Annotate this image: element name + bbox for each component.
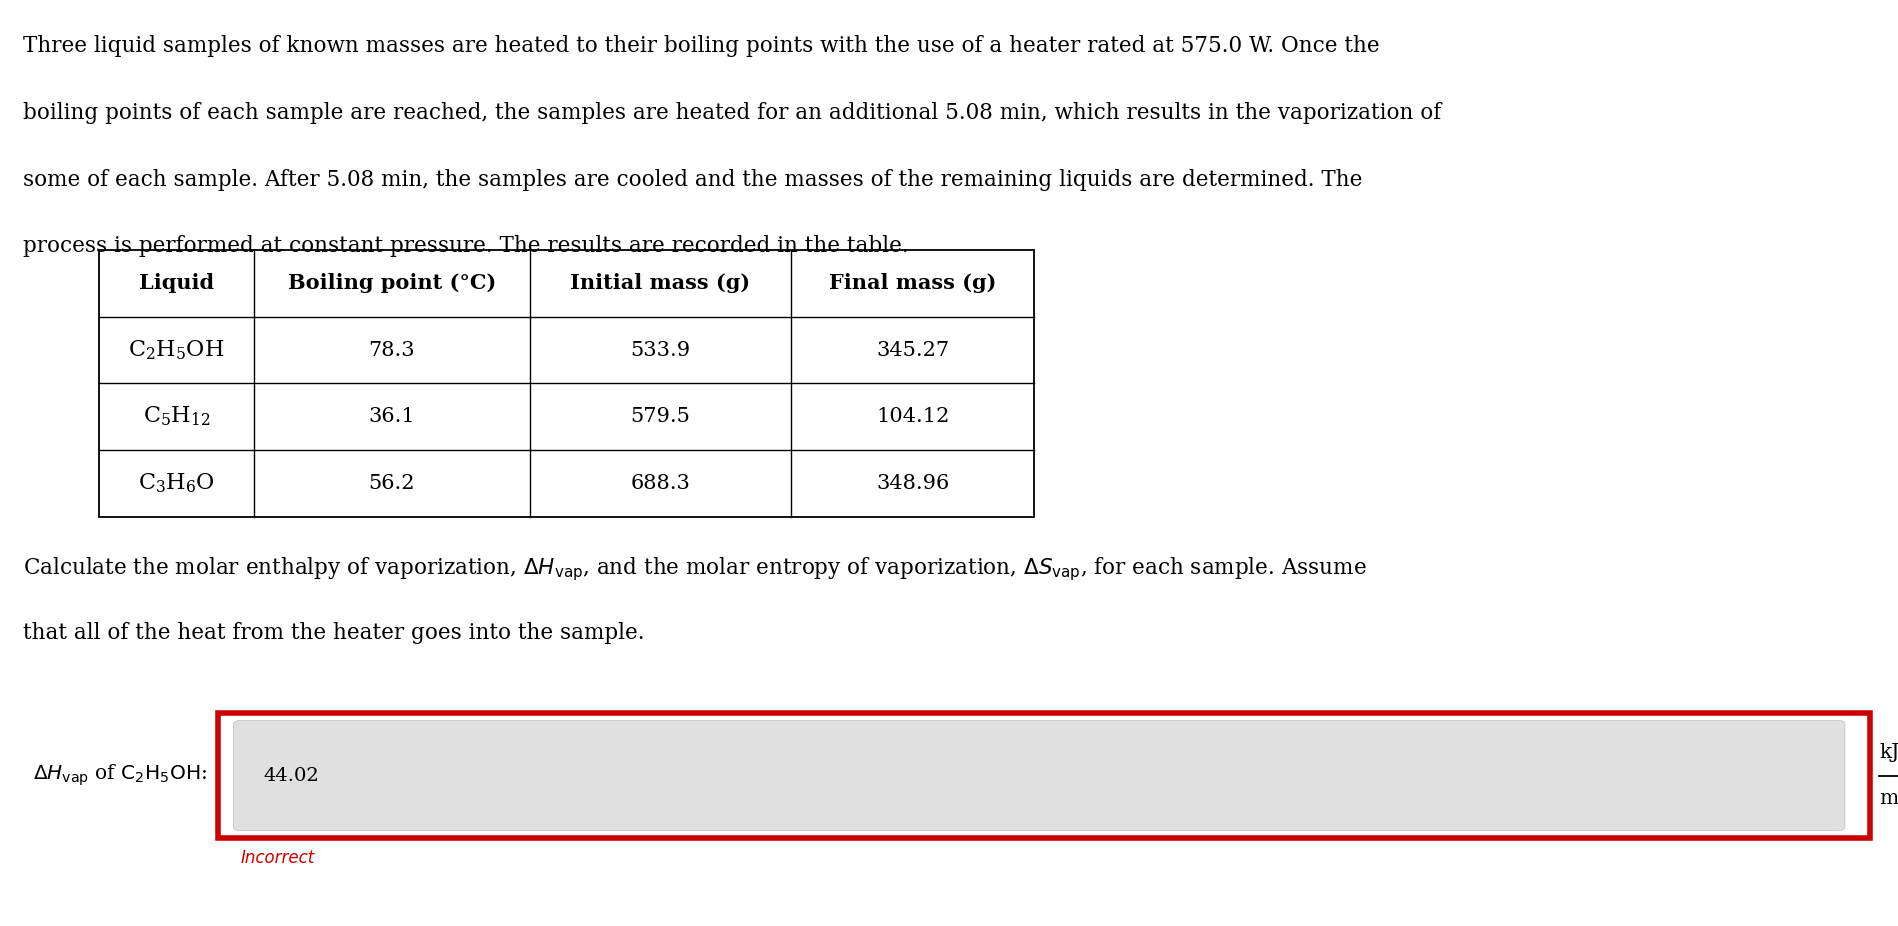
Text: Boiling point (°C): Boiling point (°C): [288, 273, 495, 294]
Text: $\Delta H_{\mathrm{vap}}$ of $\mathrm{C_2H_5OH}$:: $\Delta H_{\mathrm{vap}}$ of $\mathrm{C_…: [32, 763, 207, 788]
Text: Final mass (g): Final mass (g): [829, 273, 996, 294]
Text: Liquid: Liquid: [139, 273, 214, 294]
FancyBboxPatch shape: [233, 720, 1845, 831]
Text: 348.96: 348.96: [877, 474, 949, 493]
Text: $\mathregular{C_3H_6O}$: $\mathregular{C_3H_6O}$: [139, 471, 214, 495]
Text: 56.2: 56.2: [368, 474, 416, 493]
Text: $\mathregular{C_2H_5OH}$: $\mathregular{C_2H_5OH}$: [129, 338, 224, 362]
Bar: [218, 713, 1870, 838]
Text: 44.02: 44.02: [264, 767, 319, 784]
Text: boiling points of each sample are reached, the samples are heated for an additio: boiling points of each sample are reache…: [23, 102, 1441, 124]
Text: 104.12: 104.12: [877, 407, 949, 426]
Text: 533.9: 533.9: [630, 341, 691, 359]
Text: 688.3: 688.3: [630, 474, 691, 493]
Text: 36.1: 36.1: [368, 407, 416, 426]
Bar: [99, 250, 1034, 517]
Text: Calculate the molar enthalpy of vaporization, $\Delta H_{\mathrm{vap}}$, and the: Calculate the molar enthalpy of vaporiza…: [23, 556, 1367, 583]
Text: Initial mass (g): Initial mass (g): [571, 273, 750, 294]
Text: process is performed at constant pressure. The results are recorded in the table: process is performed at constant pressur…: [23, 235, 909, 257]
Text: Three liquid samples of known masses are heated to their boiling points with the: Three liquid samples of known masses are…: [23, 35, 1380, 57]
Text: that all of the heat from the heater goes into the sample.: that all of the heat from the heater goe…: [23, 622, 643, 644]
Text: $\mathregular{C_5H_{12}}$: $\mathregular{C_5H_{12}}$: [142, 405, 211, 429]
Text: 78.3: 78.3: [368, 341, 416, 359]
Text: 579.5: 579.5: [630, 407, 691, 426]
Text: 345.27: 345.27: [877, 341, 949, 359]
Text: kJ: kJ: [1879, 743, 1898, 762]
Text: mol: mol: [1879, 789, 1898, 808]
Text: some of each sample. After 5.08 min, the samples are cooled and the masses of th: some of each sample. After 5.08 min, the…: [23, 169, 1363, 191]
Text: Incorrect: Incorrect: [241, 849, 315, 867]
